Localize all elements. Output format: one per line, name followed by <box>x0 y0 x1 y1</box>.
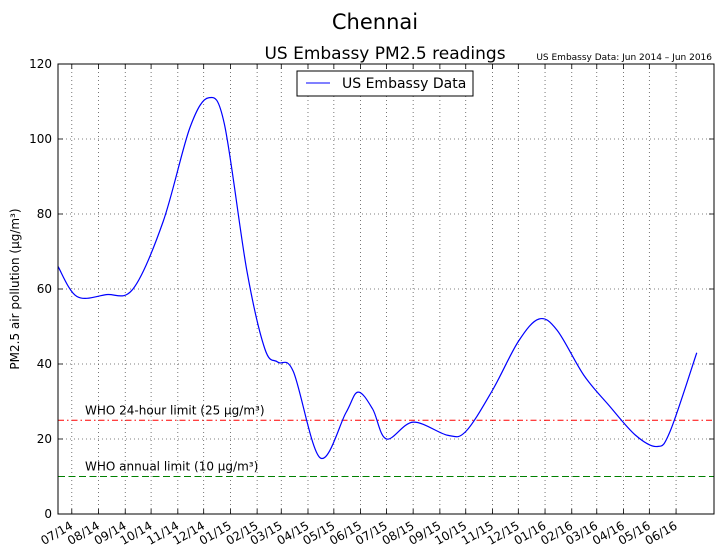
chart-title: US Embassy PM2.5 readings <box>264 44 505 64</box>
y-tick-label: 40 <box>37 357 52 371</box>
legend: US Embassy Data <box>296 70 474 97</box>
y-tick-label: 0 <box>44 507 52 521</box>
y-tick-label: 80 <box>37 207 52 221</box>
y-tick-label: 20 <box>37 432 52 446</box>
y-axis-label: PM2.5 air pollution (µg/m³) <box>8 208 22 369</box>
grid <box>58 64 714 514</box>
series-layer <box>57 96 698 459</box>
source-note: US Embassy Data: Jun 2014 – Jun 2016 <box>536 53 712 63</box>
y-tick-label: 60 <box>37 282 52 296</box>
x-axis-ticks: 07/1408/1409/1410/1411/1412/1401/1502/15… <box>38 64 680 548</box>
y-tick-label: 120 <box>29 57 52 71</box>
legend-label-us-embassy-data: US Embassy Data <box>342 76 466 92</box>
chart-suptitle: Chennai <box>332 10 418 34</box>
reference-line-label: WHO 24-hour limit (25 µg/m³) <box>85 403 265 417</box>
reference-line-label: WHO annual limit (10 µg/m³) <box>85 460 258 474</box>
y-axis-ticks: 0 20 40 60 80 100 120 <box>29 57 714 521</box>
y-tick-label: 100 <box>29 132 52 146</box>
reference-lines: WHO 24-hour limit (25 µg/m³) WHO annual l… <box>58 403 714 477</box>
series-line-us-embassy-data <box>57 96 698 459</box>
